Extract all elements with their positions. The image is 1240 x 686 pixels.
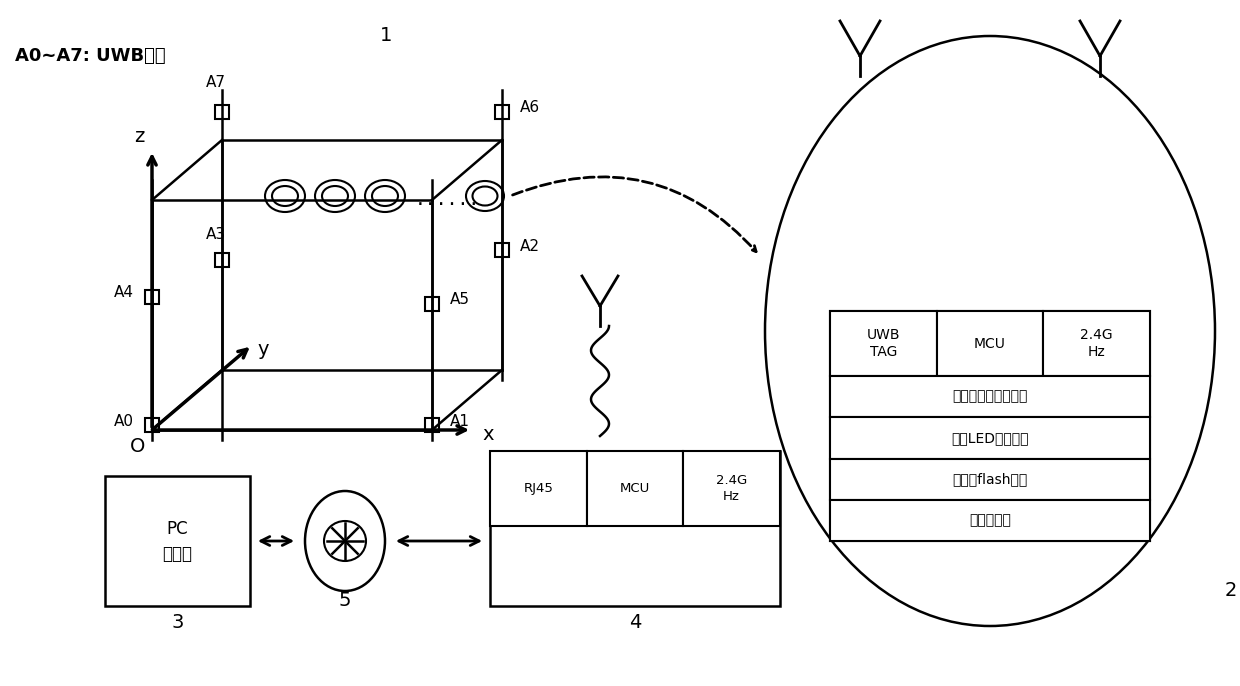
Text: MCU: MCU	[620, 482, 650, 495]
Text: 电机驱动器: 电机驱动器	[970, 513, 1011, 528]
Ellipse shape	[372, 186, 398, 206]
Text: 4: 4	[629, 613, 641, 632]
Bar	[495, 244, 508, 257]
Text: A5: A5	[450, 292, 470, 307]
Bar	[830, 458, 1149, 499]
Ellipse shape	[472, 187, 497, 206]
Text: A1: A1	[450, 414, 470, 429]
Ellipse shape	[265, 180, 305, 212]
Bar	[830, 311, 936, 376]
Bar	[425, 296, 439, 311]
Bar	[587, 451, 683, 526]
Bar	[490, 451, 780, 606]
Ellipse shape	[365, 180, 405, 212]
Text: MCU: MCU	[975, 337, 1006, 351]
Text: A0~A7: UWB锁点: A0~A7: UWB锁点	[15, 47, 166, 65]
Text: 5: 5	[339, 591, 351, 610]
Bar	[105, 476, 250, 606]
Bar	[215, 252, 229, 267]
Text: 2.4G
Hz: 2.4G Hz	[715, 474, 748, 503]
Text: RJ45: RJ45	[523, 482, 553, 495]
Bar	[1043, 311, 1149, 376]
Bar	[495, 105, 508, 119]
Text: 2: 2	[1225, 581, 1238, 600]
Text: x: x	[482, 425, 494, 444]
Bar	[830, 499, 1149, 541]
Ellipse shape	[466, 181, 503, 211]
Ellipse shape	[322, 186, 348, 206]
Text: 2.4G
Hz: 2.4G Hz	[1080, 328, 1114, 359]
Text: A6: A6	[520, 101, 541, 115]
Bar	[936, 311, 1043, 376]
Text: UWB
TAG: UWB TAG	[867, 328, 900, 359]
Text: 3: 3	[171, 613, 184, 632]
Text: z: z	[134, 127, 144, 146]
Bar	[145, 289, 159, 304]
Bar	[830, 311, 1149, 541]
Text: A7: A7	[206, 75, 226, 90]
Text: y: y	[257, 340, 269, 359]
Text: 1: 1	[379, 26, 392, 45]
Bar	[830, 376, 1149, 417]
Ellipse shape	[315, 180, 355, 212]
Bar	[490, 451, 587, 526]
Text: A3: A3	[206, 226, 226, 241]
Text: A0: A0	[114, 414, 134, 429]
Text: O: O	[130, 437, 145, 456]
Bar	[683, 451, 780, 526]
Text: 大容量flash存储: 大容量flash存储	[952, 472, 1028, 486]
Text: A4: A4	[114, 285, 134, 300]
Ellipse shape	[765, 36, 1215, 626]
Text: ......: ......	[415, 191, 480, 209]
Text: A2: A2	[520, 239, 539, 254]
Text: 全彩LED调光模块: 全彩LED调光模块	[951, 431, 1029, 445]
Bar	[830, 417, 1149, 458]
Bar	[215, 105, 229, 119]
Text: PC
服务器: PC 服务器	[162, 519, 192, 563]
Text: 陀螺仪加速度传感器: 陀螺仪加速度传感器	[952, 390, 1028, 403]
Bar	[145, 418, 159, 432]
Ellipse shape	[272, 186, 298, 206]
Ellipse shape	[305, 491, 384, 591]
Bar	[425, 418, 439, 432]
